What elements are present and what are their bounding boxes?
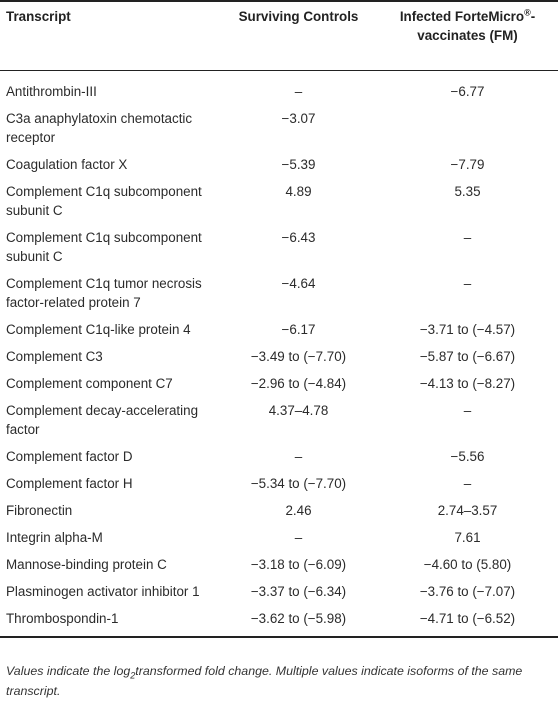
infected-value-cell: −7.79 (450, 157, 485, 172)
transcript-name-cell: Complement C1q subcomponent subunit C (6, 230, 202, 264)
table-body: Antithrombin-III – −6.77 C3a anaphylatoxin … (0, 70, 558, 638)
infected-value-cell: −5.56 (450, 449, 485, 464)
surviving-value-cell: 4.37–4.78 (268, 403, 329, 418)
infected-value-cell: – (463, 476, 472, 491)
transcript-name-cell: Complement C1q subcomponent subunit C (6, 184, 202, 218)
infected-value-cell: −4.60 to (5.80) (423, 557, 512, 572)
table-row: Complement C1q subcomponent subunit C −6.… (0, 224, 558, 270)
infected-value-cell: – (463, 276, 472, 291)
footnote-subscript: 2 (130, 670, 136, 681)
transcript-name-cell: Antithrombin-III (6, 84, 97, 99)
table-row: Antithrombin-III – −6.77 (0, 78, 558, 105)
header-infected-suffix: -vaccinates (FM) (417, 9, 536, 43)
surviving-value-cell: 4.89 (285, 184, 312, 199)
transcript-table: Transcript Surviving Controls Infected F… (0, 0, 558, 638)
header-transcript: Transcript (0, 0, 220, 71)
infected-value-cell: – (463, 403, 472, 418)
infected-value-cell: −4.71 to (−6.52) (375, 605, 558, 638)
footnote-part2: transformed fold change. Multiple values… (6, 664, 523, 698)
header-infected-vaccinates: Infected ForteMicro®-vaccinates (FM) (375, 0, 558, 71)
spacer-row (0, 70, 558, 78)
table-footnote: Values indicate the log2transformed fold… (6, 661, 554, 701)
infected-value-cell: −5.87 to (−6.67) (419, 349, 516, 364)
transcript-name-cell: Coagulation factor X (6, 157, 128, 172)
header-infected-prefix: Infected ForteMicro (399, 9, 525, 24)
table-row: Integrin alpha-M – 7.61 (0, 524, 558, 551)
surviving-value-cell: – (294, 84, 303, 99)
transcript-name-cell: C3a anaphylatoxin chemotactic receptor (6, 111, 193, 145)
surviving-value-cell: – (294, 530, 303, 545)
table-row: Complement C1q-like protein 4 −6.17 −3.71 … (0, 316, 558, 343)
header-surviving-controls: Surviving Controls (220, 0, 375, 71)
transcript-name-cell: Complement factor H (6, 476, 133, 491)
transcript-name-cell: Complement decay-accelerating factor (6, 403, 199, 437)
table-row: Mannose-binding protein C −3.18 to (−6.09… (0, 551, 558, 578)
infected-value-cell: 2.74–3.57 (437, 503, 498, 518)
surviving-value-cell: −6.43 (281, 230, 316, 245)
infected-value-cell: −3.71 to (−4.57) (419, 322, 516, 337)
table-row: Fibronectin 2.46 2.74–3.57 (0, 497, 558, 524)
surviving-value-cell: −6.17 (281, 322, 316, 337)
footnote-part1: Values indicate the log (6, 664, 131, 678)
surviving-value-cell: −3.18 to (−6.09) (250, 557, 347, 572)
surviving-value-cell: −3.49 to (−7.70) (250, 349, 347, 364)
table-row: Complement C1q tumor necrosis factor-rel… (0, 270, 558, 316)
table-header: Transcript Surviving Controls Infected F… (0, 0, 558, 71)
infected-value-cell: – (463, 230, 472, 245)
header-row: Transcript Surviving Controls Infected F… (0, 0, 558, 71)
surviving-value-cell: −5.34 to (−7.70) (250, 476, 347, 491)
surviving-value-cell: −4.64 (281, 276, 316, 291)
transcript-name-cell: Plasminogen activator inhibitor 1 (6, 584, 200, 599)
surviving-value-cell: −3.37 to (−6.34) (250, 584, 347, 599)
infected-value-cell: 5.35 (454, 184, 481, 199)
transcript-name-cell: Thrombospondin-1 (0, 605, 220, 638)
table-row: Complement C3 −3.49 to (−7.70) −5.87 to (−… (0, 343, 558, 370)
surviving-value-cell: −2.96 to (−4.84) (250, 376, 347, 391)
transcript-name-cell: Mannose-binding protein C (6, 557, 167, 572)
transcript-name-cell: Complement C1q tumor necrosis factor-rel… (6, 276, 202, 310)
table-row: Plasminogen activator inhibitor 1 −3.37 t… (0, 578, 558, 605)
transcript-name-cell: Complement C1q-like protein 4 (6, 322, 191, 337)
transcript-name-cell: Integrin alpha-M (6, 530, 103, 545)
table-row: Complement factor H −5.34 to (−7.70) – (0, 470, 558, 497)
surviving-value-cell: – (294, 449, 303, 464)
table-row: Complement decay-accelerating factor 4.37… (0, 397, 558, 443)
surviving-value-cell: −3.07 (281, 111, 316, 126)
surviving-value-cell: 2.46 (285, 503, 312, 518)
infected-value-cell: −4.13 to (−8.27) (419, 376, 516, 391)
table-row: Complement factor D – −5.56 (0, 443, 558, 470)
registered-mark: ® (524, 7, 531, 18)
infected-value-cell: −6.77 (450, 84, 485, 99)
transcript-name-cell: Complement C3 (6, 349, 103, 364)
table-row: C3a anaphylatoxin chemotactic receptor −3… (0, 105, 558, 151)
table-row: Thrombospondin-1 −3.62 to (−5.98) −4.71 to… (0, 605, 558, 638)
table-row: Complement C1q subcomponent subunit C 4.8… (0, 178, 558, 224)
transcript-name-cell: Complement factor D (6, 449, 133, 464)
infected-value-cell (375, 105, 558, 151)
infected-value-cell: −3.76 to (−7.07) (419, 584, 516, 599)
table-row: Complement component C7 −2.96 to (−4.84) −… (0, 370, 558, 397)
table-row: Coagulation factor X −5.39 −7.79 (0, 151, 558, 178)
transcript-name-cell: Fibronectin (6, 503, 73, 518)
transcript-name-cell: Complement component C7 (6, 376, 173, 391)
surviving-value-cell: −3.62 to (−5.98) (220, 605, 375, 638)
infected-value-cell: 7.61 (454, 530, 481, 545)
surviving-value-cell: −5.39 (281, 157, 316, 172)
